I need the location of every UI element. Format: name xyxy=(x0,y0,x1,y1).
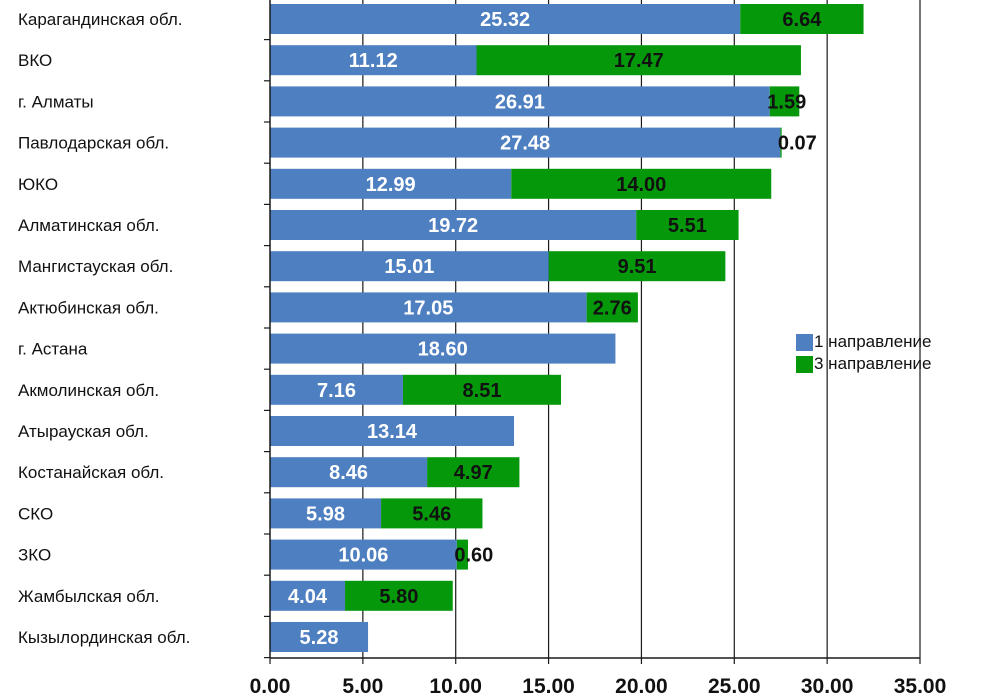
bar-series-1-3 xyxy=(270,86,770,117)
data-label-series-1-1: 25.32 xyxy=(480,9,530,31)
category-label-10: Акмолинская обл. xyxy=(18,381,159,400)
data-label-series-2-2: 17.47 xyxy=(614,50,664,72)
data-label-series-2-7: 9.51 xyxy=(618,256,657,278)
data-label-series-1-13: 5.98 xyxy=(306,503,345,525)
data-label-series-1-7: 15.01 xyxy=(384,256,434,278)
data-label-series-1-8: 17.05 xyxy=(403,297,453,319)
bar-series-2-14 xyxy=(456,539,468,570)
bar-series-1-11 xyxy=(270,416,515,446)
data-label-series-2-3: 1.59 xyxy=(767,91,806,113)
bar-series-1-2 xyxy=(270,45,477,76)
data-label-series-2-12: 4.97 xyxy=(454,462,493,484)
data-label-series-1-14: 10.06 xyxy=(338,545,388,567)
data-label-series-2-8: 2.76 xyxy=(593,297,632,319)
data-label-series-1-5: 12.99 xyxy=(366,174,416,196)
x-tick-label-7: 35.00 xyxy=(894,675,947,698)
category-label-1: Карагандинская обл. xyxy=(18,10,183,29)
x-tick-label-6: 30.00 xyxy=(801,675,854,698)
category-label-3: г. Алматы xyxy=(18,92,94,111)
legend: 1 направление 3 направление xyxy=(796,331,932,375)
bar-series-1-5 xyxy=(270,168,512,199)
bar-series-2-10 xyxy=(402,374,562,405)
category-label-15: Жамбылская обл. xyxy=(18,587,159,606)
data-label-series-1-6: 19.72 xyxy=(428,215,478,237)
data-label-series-1-3: 26.91 xyxy=(495,91,545,113)
bar-series-1-13 xyxy=(270,498,382,529)
bar-series-1-12 xyxy=(270,457,428,488)
bar-series-1-1 xyxy=(270,4,741,34)
bar-series-2-8 xyxy=(586,292,638,323)
data-label-series-1-11: 13.14 xyxy=(367,421,418,443)
category-label-5: ЮКО xyxy=(18,175,58,194)
bar-series-1-8 xyxy=(270,292,587,323)
bar-series-1-4 xyxy=(270,127,781,158)
category-label-12: Костанайская обл. xyxy=(18,463,164,482)
data-label-series-1-9: 18.60 xyxy=(418,339,468,361)
bar-series-1-14 xyxy=(270,539,457,570)
category-label-2: ВКО xyxy=(18,51,52,70)
bar-series-2-13 xyxy=(381,498,483,529)
data-label-series-2-5: 14.00 xyxy=(616,174,666,196)
category-label-8: Актюбинская обл. xyxy=(18,298,159,317)
data-label-series-1-2: 11.12 xyxy=(349,50,398,72)
bar-series-2-6 xyxy=(636,210,739,240)
bar-series-2-5 xyxy=(511,168,772,199)
bar-series-2-7 xyxy=(548,251,726,282)
x-tick-label-1: 5.00 xyxy=(342,675,383,698)
data-label-series-2-1: 6.64 xyxy=(782,9,822,31)
category-label-11: Атырауская обл. xyxy=(18,422,149,441)
category-label-13: СКО xyxy=(18,504,53,523)
data-label-series-2-15: 5.80 xyxy=(379,586,418,608)
data-label-series-2-6: 5.51 xyxy=(668,215,707,237)
bar-series-1-10 xyxy=(270,374,403,405)
bar-series-2-2 xyxy=(476,45,801,76)
category-label-16: Кызылординская обл. xyxy=(18,628,190,647)
legend-item-series-1: 1 направление xyxy=(796,331,932,353)
category-label-6: Алматинская обл. xyxy=(18,216,159,235)
bar-series-2-4 xyxy=(780,127,782,158)
data-label-series-2-10: 8.51 xyxy=(463,380,502,402)
bar-series-2-1 xyxy=(740,4,864,34)
x-tick-label-2: 10.00 xyxy=(429,675,482,698)
legend-label-series-2: 3 направление xyxy=(814,354,932,373)
x-tick-label-4: 20.00 xyxy=(615,675,668,698)
data-label-series-1-12: 8.46 xyxy=(329,462,368,484)
legend-label-series-1: 1 направление xyxy=(814,332,932,351)
data-label-series-1-4: 27.48 xyxy=(500,133,550,155)
data-label-series-2-13: 5.46 xyxy=(412,503,451,525)
data-label-series-1-10: 7.16 xyxy=(317,380,356,402)
legend-item-series-2: 3 направление xyxy=(796,353,932,375)
legend-swatch-series-2 xyxy=(796,355,813,373)
x-tick-label-3: 15.00 xyxy=(522,675,575,698)
category-label-14: ЗКО xyxy=(18,546,51,565)
data-label-series-2-4: 0.07 xyxy=(778,133,817,155)
bar-series-1-7 xyxy=(270,251,549,282)
x-tick-label-0: 0.00 xyxy=(250,675,291,698)
data-label-series-1-15: 4.04 xyxy=(288,586,328,608)
bar-series-2-12 xyxy=(427,457,520,488)
bar-series-1-15 xyxy=(270,580,346,611)
bar-series-1-9 xyxy=(270,333,616,364)
legend-swatch-series-1 xyxy=(796,333,813,351)
category-label-7: Мангистауская обл. xyxy=(18,257,173,276)
bar-series-2-3 xyxy=(769,86,800,117)
category-label-4: Павлодарская обл. xyxy=(18,134,169,153)
x-tick-label-5: 25.00 xyxy=(708,675,761,698)
category-label-9: г. Астана xyxy=(18,340,88,359)
data-label-series-2-14: 0.60 xyxy=(454,545,493,567)
bar-series-2-15 xyxy=(345,580,453,611)
data-label-series-1-16: 5.28 xyxy=(300,627,339,649)
bar-series-1-16 xyxy=(270,622,369,652)
bar-series-1-6 xyxy=(270,210,637,240)
